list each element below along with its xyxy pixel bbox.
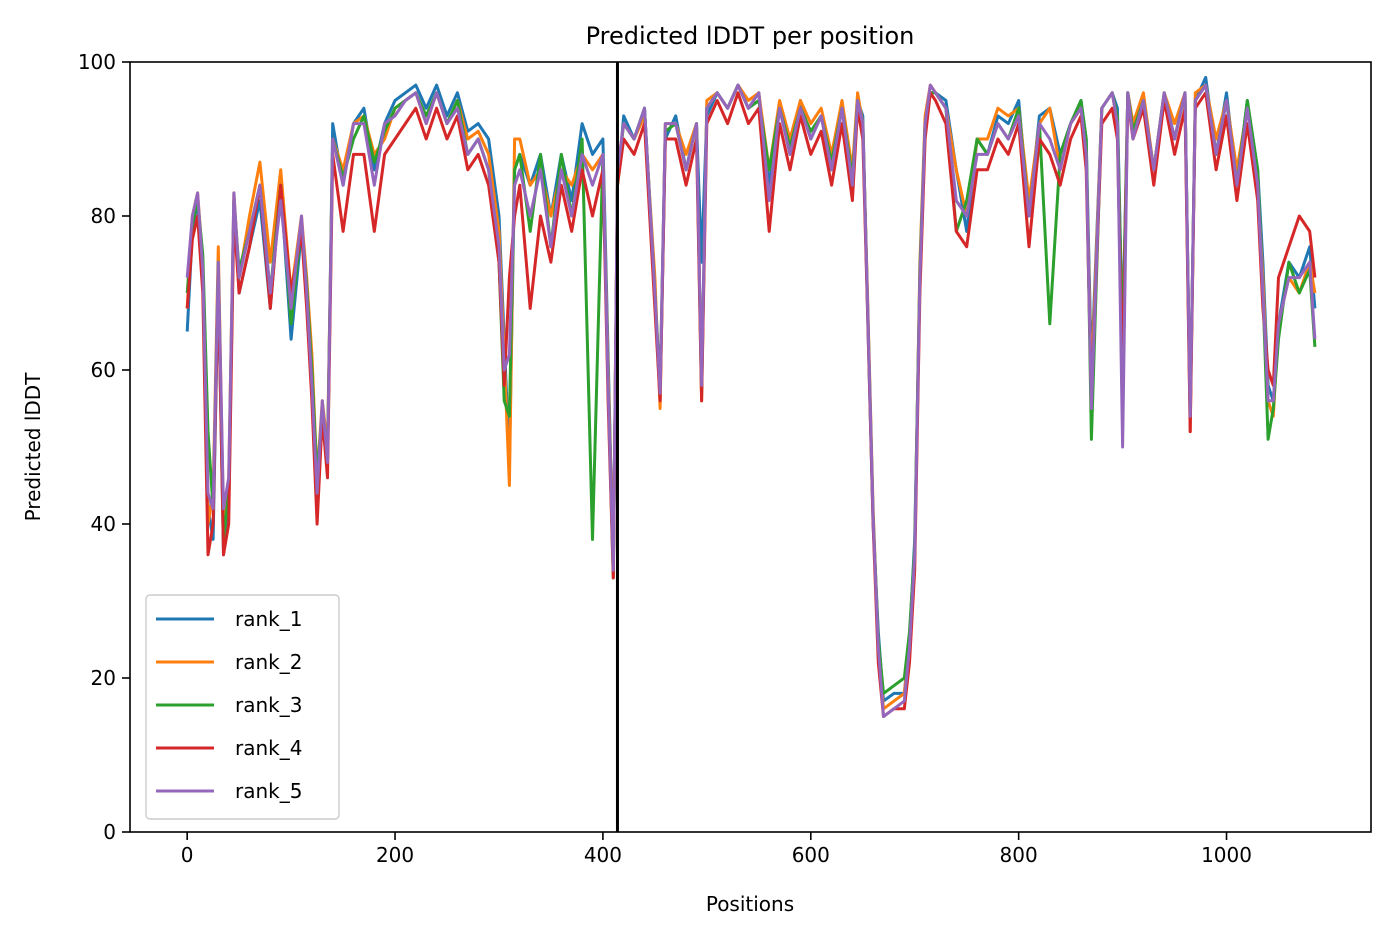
legend-label-rank_5: rank_5 xyxy=(235,779,302,803)
x-axis-label: Positions xyxy=(706,892,794,916)
legend-label-rank_1: rank_1 xyxy=(235,607,302,631)
y-tick-label: 20 xyxy=(91,666,116,690)
legend-label-rank_3: rank_3 xyxy=(235,693,302,717)
series-line-rank_5 xyxy=(185,83,1317,718)
plot-area xyxy=(129,61,1372,833)
series-line-rank_1 xyxy=(185,75,1317,703)
y-tick-label: 100 xyxy=(78,50,116,74)
series-line-rank_2 xyxy=(185,83,1317,711)
y-axis-label: Predicted lDDT xyxy=(21,372,45,522)
series-line-rank_4 xyxy=(185,91,1317,718)
x-tick-label: 200 xyxy=(376,843,414,867)
y-axis-ticks: 0 20 40 60 80 100 xyxy=(78,50,130,844)
chart-title: Predicted lDDT per position xyxy=(586,22,915,50)
series-line-rank_3 xyxy=(185,83,1317,695)
legend-items: rank_1 rank_2 rank_3 rank_4 rank_5 xyxy=(156,607,302,803)
legend-box xyxy=(145,594,340,820)
x-tick-label: 800 xyxy=(1000,843,1038,867)
x-tick-label: 600 xyxy=(792,843,830,867)
legend: rank_1 rank_2 rank_3 rank_4 rank_5 xyxy=(145,594,340,820)
y-tick-label: 80 xyxy=(91,204,116,228)
x-tick-label: 1000 xyxy=(1201,843,1252,867)
x-tick-label: 400 xyxy=(584,843,622,867)
plot-frame xyxy=(129,61,1372,833)
x-tick-label: 0 xyxy=(181,843,194,867)
x-axis-ticks: 0 200 400 600 800 1000 xyxy=(181,832,1252,867)
legend-label-rank_2: rank_2 xyxy=(235,650,302,674)
y-tick-label: 0 xyxy=(103,820,116,844)
legend-label-rank_4: rank_4 xyxy=(235,736,302,760)
series-lines xyxy=(185,75,1317,718)
y-tick-label: 60 xyxy=(91,358,116,382)
y-tick-label: 40 xyxy=(91,512,116,536)
